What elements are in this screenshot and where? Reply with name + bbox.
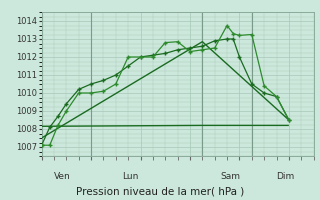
Text: Ven: Ven xyxy=(54,172,71,181)
Text: Pression niveau de la mer( hPa ): Pression niveau de la mer( hPa ) xyxy=(76,186,244,196)
Text: Lun: Lun xyxy=(122,172,138,181)
Text: Dim: Dim xyxy=(276,172,295,181)
Text: Sam: Sam xyxy=(221,172,241,181)
